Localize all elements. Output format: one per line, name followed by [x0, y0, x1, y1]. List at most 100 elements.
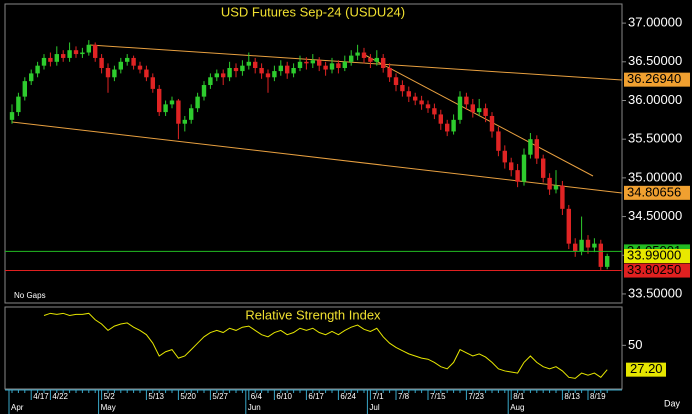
- candle-body: [22, 81, 27, 97]
- x-tick-label: 7/8: [398, 392, 410, 401]
- candle-body: [35, 65, 40, 74]
- candle-body: [496, 131, 501, 151]
- candle-body: [246, 61, 251, 66]
- y-tick-label: 35.50000: [628, 131, 682, 146]
- candle-body: [579, 239, 584, 252]
- candle-body: [54, 54, 59, 62]
- candle-body: [41, 57, 47, 66]
- candle-body: [29, 73, 34, 82]
- candle-body: [150, 77, 155, 89]
- rsi-label-box: [626, 362, 666, 377]
- candle-body: [176, 100, 181, 124]
- candle-body: [61, 54, 66, 58]
- candle-body: [67, 50, 72, 58]
- x-tick-label: 6/4: [251, 392, 263, 401]
- candle-body: [502, 150, 507, 163]
- candle-body: [560, 185, 565, 209]
- price-label: 34.80656: [627, 184, 681, 199]
- candle-body: [477, 108, 482, 113]
- candle-body: [521, 154, 527, 182]
- y-tick-label: 36.50000: [628, 53, 682, 68]
- x-tick-label: 8/1: [513, 392, 525, 401]
- candle-body: [425, 104, 431, 109]
- candle-body: [585, 239, 591, 248]
- month-label: Jun: [248, 403, 261, 412]
- candle-body: [451, 119, 456, 132]
- period-label: Day: [664, 398, 681, 408]
- x-tick-label: 8/19: [590, 392, 606, 401]
- candle-body: [221, 73, 226, 78]
- candle-body: [515, 170, 520, 182]
- candle-body: [368, 57, 373, 62]
- candle-body: [157, 88, 162, 113]
- trendline: [89, 44, 623, 81]
- candle-body: [598, 243, 603, 267]
- x-tick-label: 7/23: [468, 392, 484, 401]
- x-tick-label: 5/27: [212, 392, 228, 401]
- candle-body: [9, 112, 15, 120]
- candle-body: [489, 115, 495, 132]
- candle-body: [297, 61, 303, 68]
- candle-body: [355, 52, 360, 56]
- price-label: 36.26940: [627, 71, 681, 86]
- candle-body: [381, 57, 386, 68]
- rsi-panel: [4, 306, 623, 390]
- x-tick-label: 6/24: [340, 392, 356, 401]
- x-tick-label: 5/2: [104, 392, 116, 401]
- candle-body: [86, 44, 91, 53]
- candle-body: [483, 108, 488, 116]
- x-tick-label: 5/20: [180, 392, 196, 401]
- price-label: 33.80250: [627, 262, 681, 277]
- candle-body: [605, 256, 610, 267]
- candle-body: [432, 108, 437, 115]
- candle-body: [259, 67, 264, 74]
- x-tick-label: 8/13: [564, 392, 580, 401]
- candle-body: [323, 65, 328, 70]
- candle-body: [573, 243, 578, 252]
- candle-body: [419, 100, 424, 105]
- candle-body: [80, 52, 85, 55]
- month-label: Aug: [510, 403, 524, 412]
- candle-body: [592, 243, 597, 248]
- candle-body: [73, 50, 79, 55]
- candle-body: [208, 77, 213, 86]
- x-tick-label: 7/1: [372, 392, 384, 401]
- month-label: May: [101, 403, 116, 412]
- y-tick-label: 36.00000: [628, 92, 682, 107]
- candle-body: [48, 57, 53, 62]
- chart-title: USD Futures Sep-24 (USDU24): [221, 4, 405, 19]
- candle-body: [278, 65, 283, 72]
- y-tick-label: 33.50000: [628, 285, 682, 300]
- candle-body: [336, 63, 341, 68]
- x-tick-label: 4/17: [33, 392, 49, 401]
- candle-body: [304, 61, 309, 64]
- candle-body: [169, 100, 175, 105]
- candle-body: [528, 139, 533, 155]
- rsi-line: [43, 312, 608, 379]
- candle-body: [182, 119, 187, 124]
- x-tick-label: 5/13: [148, 392, 164, 401]
- trendlines: [11, 44, 623, 194]
- candle-body: [509, 162, 514, 171]
- candle-body: [317, 60, 322, 66]
- candle-body: [93, 44, 98, 58]
- month-label: Jul: [369, 403, 379, 412]
- rsi-label: 27.20: [630, 361, 663, 376]
- candle-body: [233, 67, 239, 72]
- candle-body: [374, 57, 379, 62]
- candle-body: [112, 69, 117, 78]
- candle-body: [438, 114, 443, 124]
- price-label-box: [624, 185, 690, 200]
- trendline: [11, 121, 623, 194]
- candle-body: [285, 65, 290, 74]
- x-tick-label: 6/17: [308, 392, 324, 401]
- candle-body: [400, 85, 405, 92]
- y-tick-label: 34.50000: [628, 208, 682, 223]
- candle-body: [349, 55, 354, 62]
- candle-body: [144, 69, 149, 78]
- candle-body: [137, 65, 143, 70]
- candle-body: [310, 60, 315, 64]
- candle-body: [291, 67, 296, 74]
- candle-body: [342, 61, 347, 68]
- x-tick-label: 6/10: [276, 392, 292, 401]
